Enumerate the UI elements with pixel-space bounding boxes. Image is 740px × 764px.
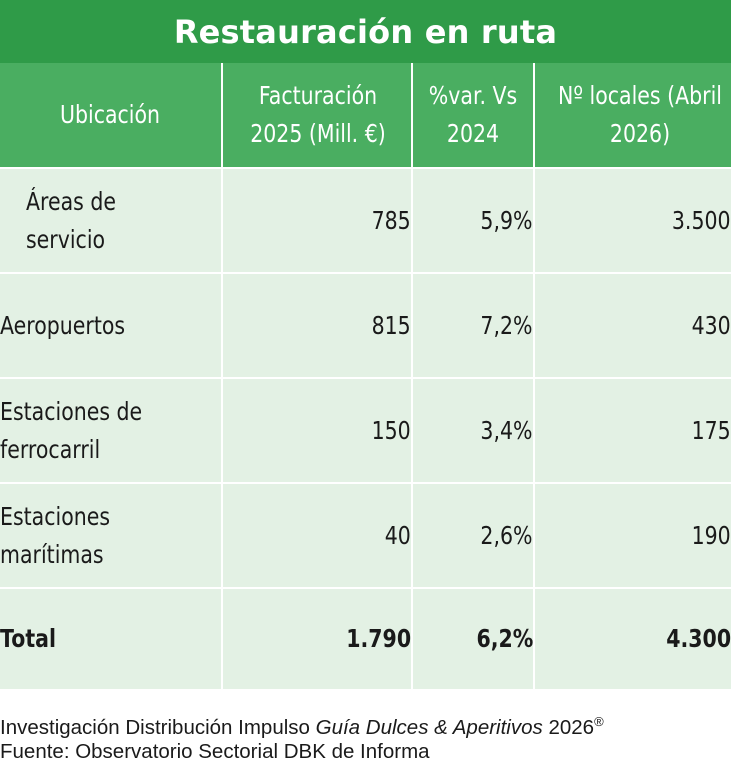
cell-facturacion: 40: [222, 483, 413, 589]
credit-prefix: Investigación Distribución Impulso: [0, 716, 310, 739]
cell-ubicacion: Áreas de servicio: [0, 168, 223, 274]
header-row: Ubicación Facturación 2025 (Mill. €) %va…: [0, 63, 731, 169]
cell-facturacion: 785: [222, 168, 413, 274]
footer: Investigación Distribución Impulso Guía …: [0, 710, 740, 764]
total-row: Total 1.790 6,2% 4.300: [0, 588, 731, 691]
cell-ubicacion: Estaciones de ferrocarril: [0, 378, 223, 484]
table-row: Estaciones de ferrocarril 150 3,4% 175: [0, 378, 731, 484]
cell-variacion: 3,4%: [412, 378, 535, 484]
table-row: Estaciones marítimas 40 2,6% 190: [0, 483, 731, 589]
source-line: Fuente: Observatorio Sectorial DBK de In…: [0, 740, 430, 763]
table-row: Aeropuertos 815 7,2% 430: [0, 273, 731, 379]
cell-locales: 430: [534, 273, 731, 379]
table-row: Áreas de servicio 785 5,9% 3.500: [0, 168, 731, 274]
cell-total-facturacion: 1.790: [222, 588, 413, 691]
credit-year: 2026: [548, 716, 595, 739]
table-title: Restauración en ruta: [0, 0, 731, 63]
credit-line: Investigación Distribución Impulso Guía …: [0, 710, 740, 740]
cell-variacion: 7,2%: [412, 273, 535, 379]
cell-locales: 3.500: [534, 168, 731, 274]
column-header-locales: Nº locales (Abril 2026): [534, 63, 731, 169]
cell-locales: 190: [534, 483, 731, 589]
cell-total-label: Total: [0, 588, 223, 691]
cell-total-variacion: 6,2%: [412, 588, 535, 691]
credit-publication: Guía Dulces & Aperitivos: [315, 716, 543, 739]
column-header-ubicacion: Ubicación: [0, 63, 223, 169]
column-header-facturacion: Facturación 2025 (Mill. €): [222, 63, 413, 169]
data-table: Ubicación Facturación 2025 (Mill. €) %va…: [0, 63, 731, 691]
cell-ubicacion: Aeropuertos: [0, 273, 223, 379]
registered-mark: ®: [594, 714, 604, 729]
column-header-variacion: %var. Vs 2024: [412, 63, 535, 169]
cell-total-locales: 4.300: [534, 588, 731, 691]
cell-variacion: 5,9%: [412, 168, 535, 274]
cell-locales: 175: [534, 378, 731, 484]
cell-facturacion: 815: [222, 273, 413, 379]
cell-variacion: 2,6%: [412, 483, 535, 589]
cell-ubicacion: Estaciones marítimas: [0, 483, 223, 589]
cell-facturacion: 150: [222, 378, 413, 484]
